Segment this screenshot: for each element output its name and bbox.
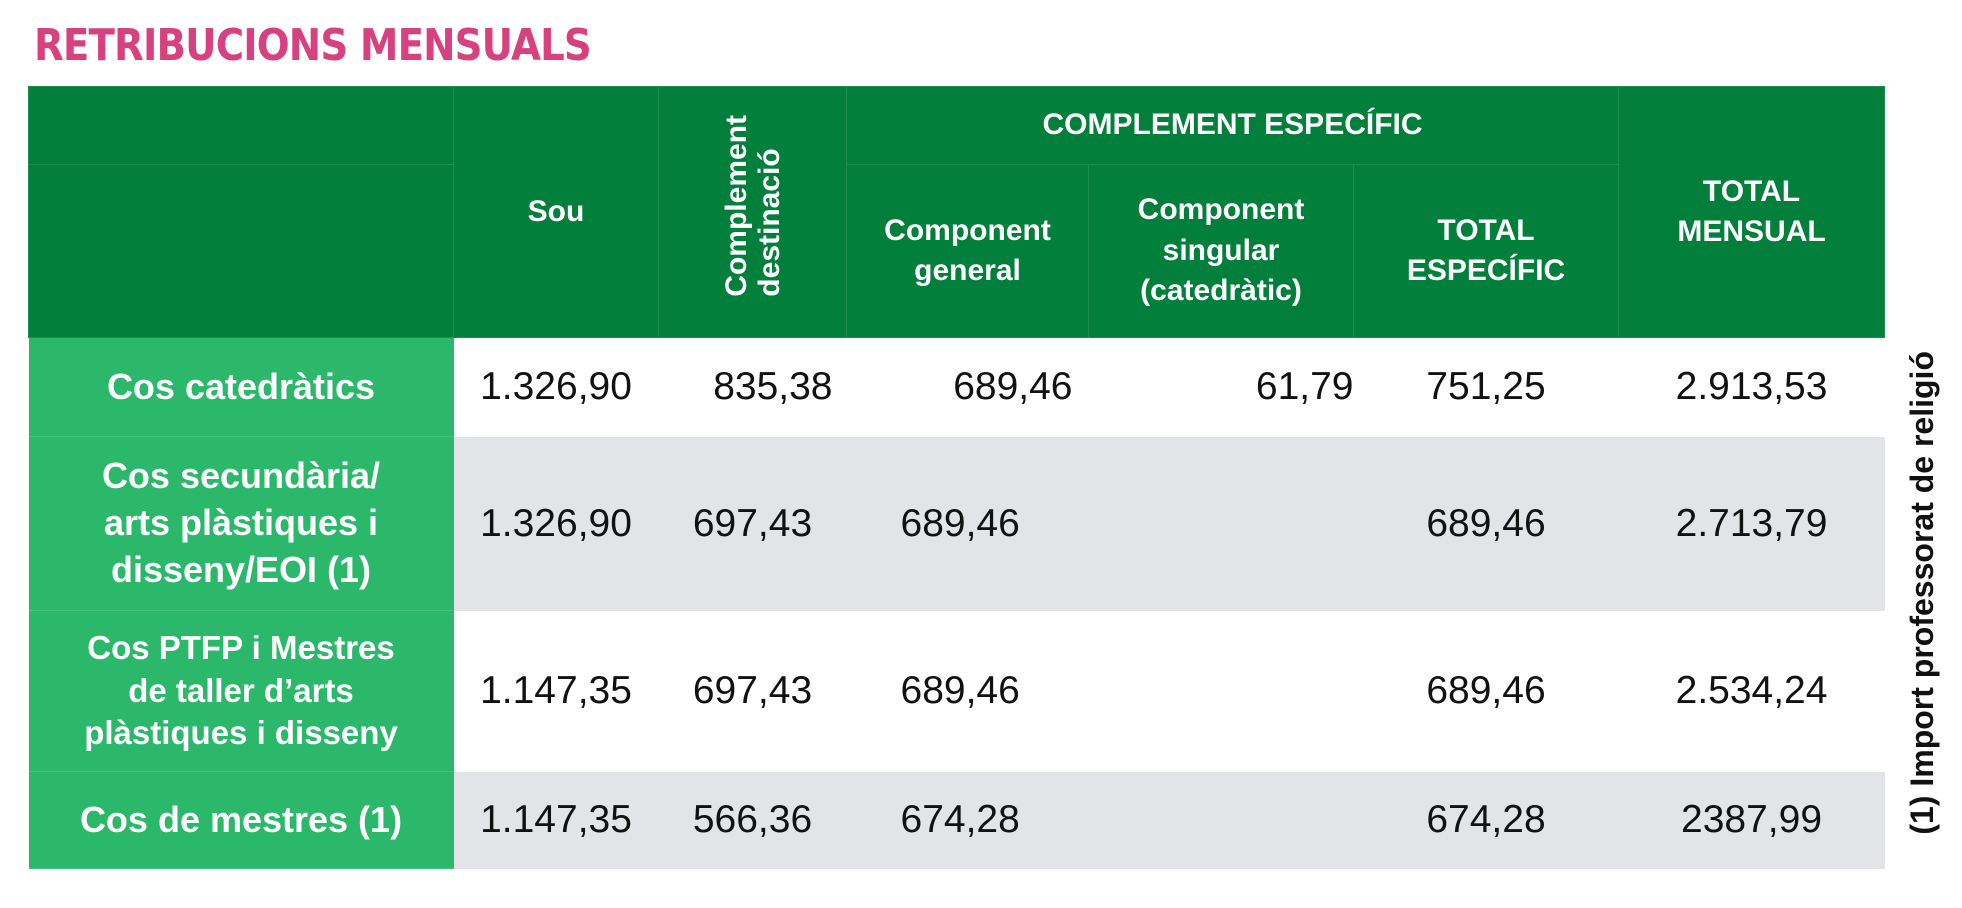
header-empty-top <box>28 86 454 165</box>
header-component-singular-line2: singular <box>1162 233 1280 267</box>
cell-total-mensual: 2387,99 <box>1618 771 1885 869</box>
header-total-especific-line2: ESPECÍFIC <box>1406 254 1566 287</box>
cell-sou: 1.326,90 <box>453 337 659 437</box>
header-complement-destinacio-line2: destinació <box>752 148 786 298</box>
header-total-mensual-line1: TOTAL <box>1702 174 1801 208</box>
header-sou: Sou <box>453 86 659 338</box>
footnote: (1) Import professorat de religió <box>1897 337 1947 849</box>
row-label-line1: Cos secundària/ <box>101 455 381 497</box>
header-component-singular-line3: (catedràtic) <box>1140 274 1302 308</box>
header-total-mensual-line2: MENSUAL <box>1677 215 1826 248</box>
cell-component-singular <box>1088 610 1354 772</box>
header-total-especific-line1: TOTAL <box>1437 213 1535 247</box>
cell-sou: 1.147,35 <box>453 771 659 869</box>
row-label: Cos catedràtics <box>28 337 454 437</box>
header-component-general: Component general <box>846 164 1089 338</box>
header-component-singular: Component singular (catedràtic) <box>1088 164 1354 338</box>
cell-component-general: 674,28 <box>846 771 1089 869</box>
table-row-cos-mestres: Cos de mestres (1) 1.147,35 566,36 674,2… <box>28 771 1885 869</box>
header-total-mensual: TOTAL MENSUAL <box>1618 86 1886 338</box>
row-label-line1: Cos de mestres (1) <box>79 798 403 840</box>
header-component-singular-line1: Component <box>1137 193 1305 227</box>
cell-component-singular <box>1088 771 1354 869</box>
header-component-general-line2: general <box>914 254 1021 287</box>
cell-total-mensual: 2.713,79 <box>1618 436 1885 611</box>
header-complement-especific: COMPLEMENT ESPECÍFIC <box>845 86 1620 165</box>
row-label: Cos secundària/ arts plàstiques i dissen… <box>28 436 454 611</box>
row-label-line1: Cos catedràtics <box>106 365 376 407</box>
header-complement-destinacio: Complement destinació <box>658 86 847 338</box>
cell-complement-destinacio: 835,38 <box>658 337 847 437</box>
cell-total-mensual: 2.534,24 <box>1618 610 1885 772</box>
header-empty-bottom <box>28 164 454 338</box>
table-header: Sou Complement destinació COMPLEMENT ESPE… <box>28 86 1886 338</box>
cell-total-mensual: 2.913,53 <box>1618 337 1885 437</box>
header-total-especific: TOTAL ESPECÍFIC <box>1352 164 1620 338</box>
cell-total-especific: 689,46 <box>1353 436 1619 611</box>
page-title: RETRIBUCIONS MENSUALS <box>34 20 592 71</box>
cell-component-singular: 61,79 <box>1088 337 1354 437</box>
cell-total-especific: 674,28 <box>1353 771 1619 869</box>
cell-sou: 1.326,90 <box>453 436 659 611</box>
row-label: Cos PTFP i Mestres de taller d’arts plàs… <box>28 610 454 772</box>
cell-total-especific: 751,25 <box>1353 337 1619 437</box>
header-component-general-line1: Component <box>884 213 1051 247</box>
cell-total-especific: 689,46 <box>1353 610 1619 772</box>
row-label: Cos de mestres (1) <box>28 771 454 869</box>
table-body: Cos catedràtics 1.326,90 835,38 689,46 6… <box>28 337 1885 869</box>
retributions-table: Sou Complement destinació COMPLEMENT ESPE… <box>28 86 1886 869</box>
table-row-cos-ptfp: Cos PTFP i Mestres de taller d’arts plàs… <box>28 610 1885 772</box>
row-label-line3: plàstiques i disseny <box>84 714 398 752</box>
row-label-line2: de taller d’arts <box>128 671 354 709</box>
cell-component-general: 689,46 <box>846 436 1089 611</box>
table-row-cos-catedratics: Cos catedràtics 1.326,90 835,38 689,46 6… <box>28 337 1885 437</box>
cell-component-general: 689,46 <box>846 337 1089 437</box>
table-row-cos-secundaria: Cos secundària/ arts plàstiques i dissen… <box>28 436 1885 611</box>
cell-complement-destinacio: 697,43 <box>658 610 847 772</box>
header-complement-destinacio-line1: Complement <box>719 115 753 298</box>
cell-sou: 1.147,35 <box>453 610 659 772</box>
row-label-line1: Cos PTFP i Mestres <box>87 628 395 666</box>
row-label-line2: arts plàstiques i <box>103 502 379 544</box>
cell-complement-destinacio: 566,36 <box>658 771 847 869</box>
row-label-line3: disseny/EOI (1) <box>110 548 372 590</box>
cell-complement-destinacio: 697,43 <box>658 436 847 611</box>
footnote-text: (1) Import professorat de religió <box>1903 351 1940 835</box>
cell-component-general: 689,46 <box>846 610 1089 772</box>
cell-component-singular <box>1088 436 1354 611</box>
